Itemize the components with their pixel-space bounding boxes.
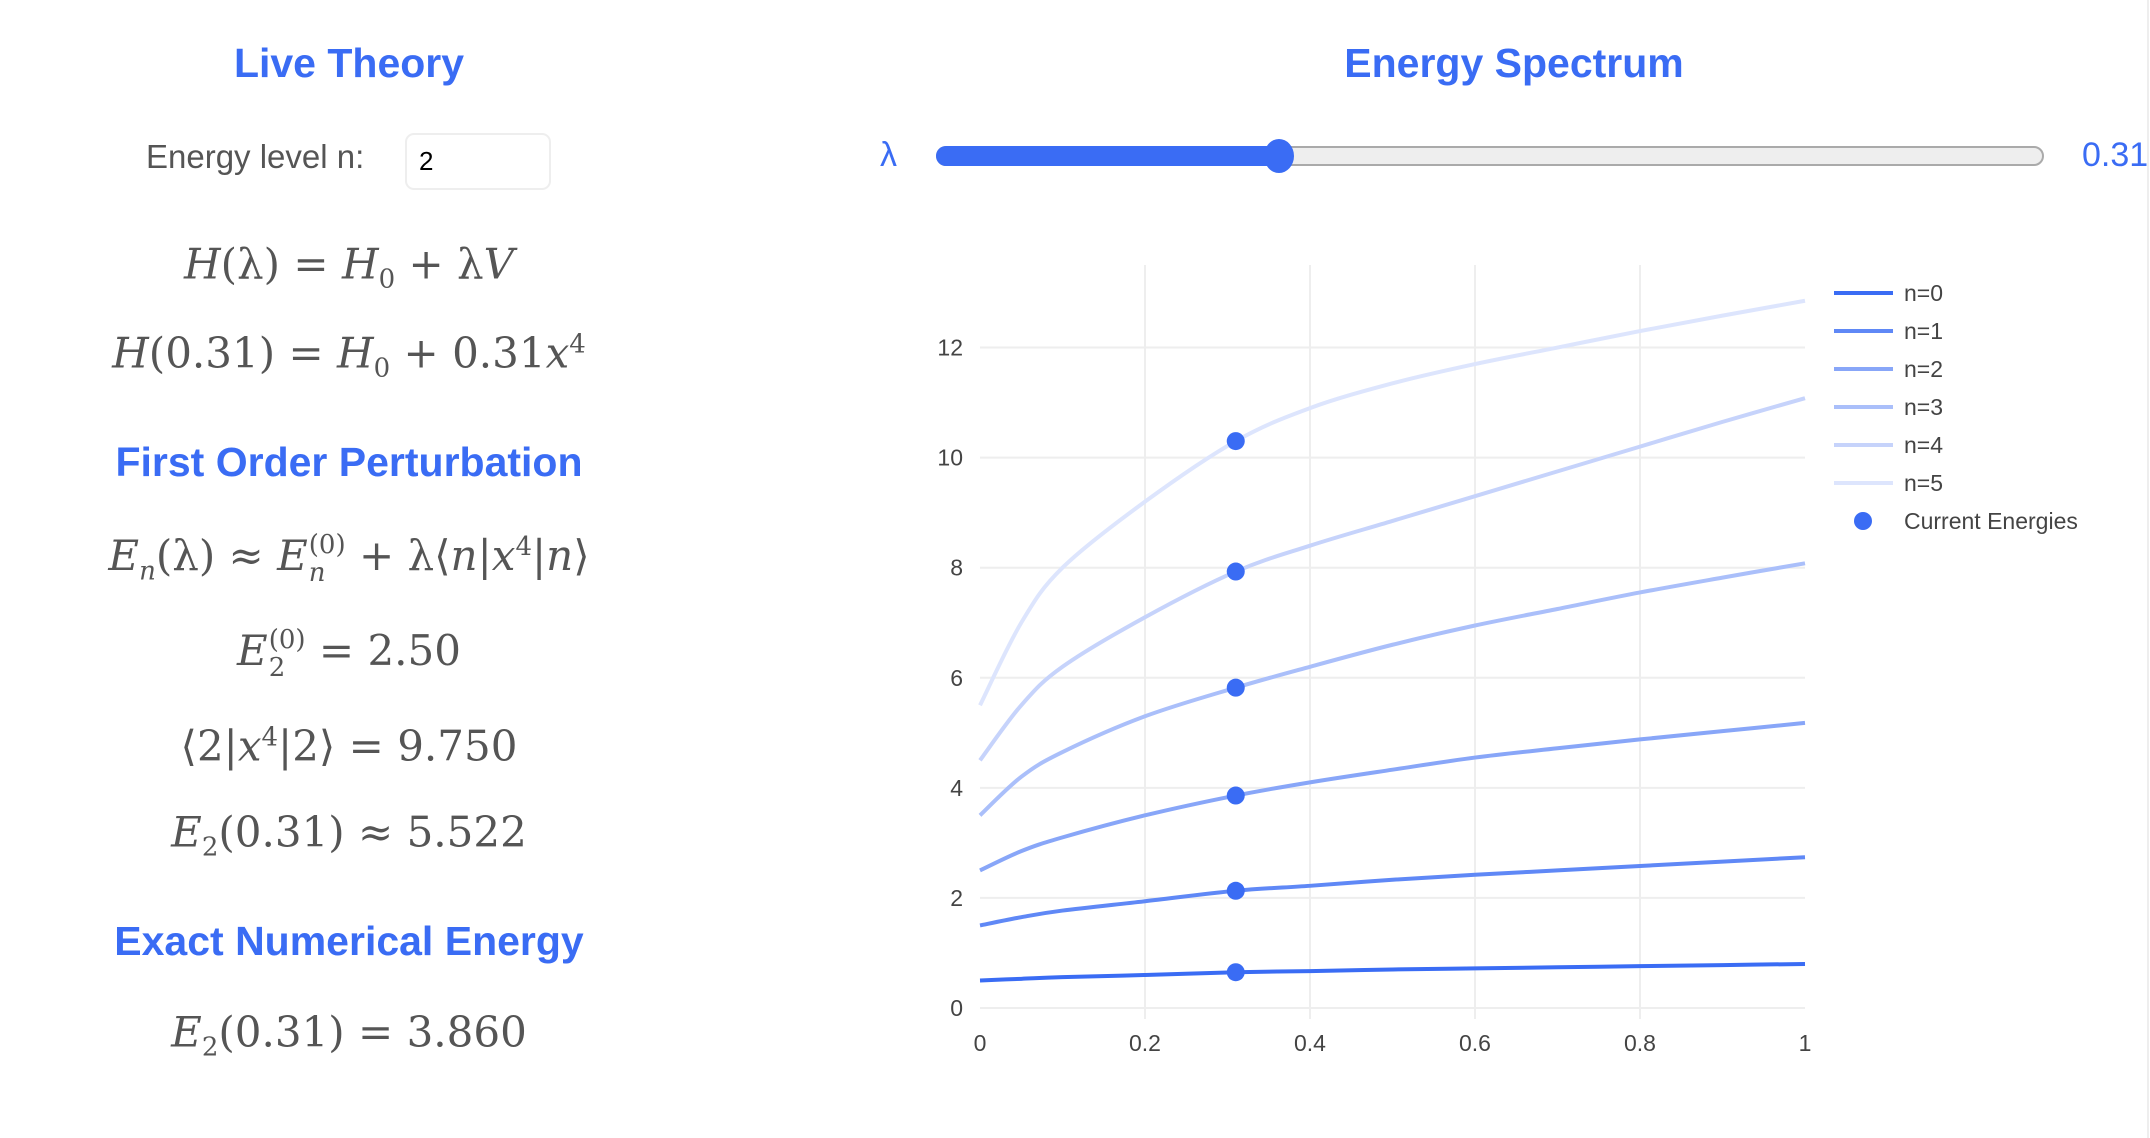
current-energy-marker xyxy=(1226,678,1245,697)
energy-spectrum-title: Energy Spectrum xyxy=(1344,40,1684,86)
legend-marker xyxy=(1854,512,1872,530)
series-line-n-3 xyxy=(978,561,1806,817)
y-tick-label: 4 xyxy=(950,775,963,801)
x-tick-label: 0.4 xyxy=(1294,1030,1326,1056)
first-order-formula: En(λ) ≈ E (0) n + λ⟨n|x4|n⟩ xyxy=(108,530,590,588)
legend-label: n=1 xyxy=(1904,318,1943,344)
slider-thumb[interactable] xyxy=(1264,139,1295,173)
exact-energy-title: Exact Numerical Energy xyxy=(114,918,584,964)
legend-label: n=3 xyxy=(1904,394,1943,420)
matrix-element-formula: ⟨2|x4|2⟩ = 9.750 xyxy=(180,721,518,771)
legend-label: n=2 xyxy=(1904,356,1943,382)
panel-divider xyxy=(2147,0,2149,1138)
x-tick-label: 1 xyxy=(1799,1030,1812,1056)
y-tick-label: 10 xyxy=(937,445,963,471)
series-line-n-1 xyxy=(979,855,1806,928)
exact-energy-formula: E2(0.31) = 3.860 xyxy=(171,1007,527,1063)
current-energy-marker xyxy=(1226,963,1245,982)
lambda-slider-label: λ xyxy=(880,136,897,174)
x-tick-label: 0.6 xyxy=(1459,1030,1491,1056)
hamiltonian-numeric-formula: H(0.31) = H0 + 0.31x4 xyxy=(112,328,586,384)
unperturbed-energy-formula: E (0) 2 = 2.50 xyxy=(237,625,461,683)
y-tick-label: 2 xyxy=(950,885,963,911)
x-tick-label: 0.8 xyxy=(1624,1030,1656,1056)
energy-level-input[interactable] xyxy=(405,133,551,190)
hamiltonian-formula: H(λ) = H0 + λV xyxy=(184,239,514,295)
lambda-slider[interactable] xyxy=(936,139,2044,173)
y-tick-label: 0 xyxy=(950,995,963,1021)
series-line-n-4 xyxy=(978,396,1806,762)
energy-level-label: Energy level n: xyxy=(146,138,365,175)
legend-label: Current Energies xyxy=(1904,508,2078,534)
legend-label: n=4 xyxy=(1904,432,1943,458)
first-order-title: First Order Perturbation xyxy=(115,439,583,485)
current-energy-marker xyxy=(1226,562,1245,581)
slider-fill xyxy=(936,146,1280,166)
x-tick-label: 0 xyxy=(974,1030,987,1056)
series-line-n-2 xyxy=(979,720,1806,873)
series-line-n-5 xyxy=(978,298,1806,707)
current-energy-marker xyxy=(1226,432,1245,451)
live-theory-title: Live Theory xyxy=(233,40,465,86)
approx-energy-formula: E2(0.31) ≈ 5.522 xyxy=(171,807,527,863)
current-energy-marker xyxy=(1226,881,1245,900)
y-tick-label: 6 xyxy=(950,665,963,691)
legend-label: n=0 xyxy=(1904,280,1943,306)
y-tick-label: 12 xyxy=(937,335,963,361)
legend-label: n=5 xyxy=(1904,470,1943,496)
current-energy-marker xyxy=(1226,786,1245,805)
y-tick-label: 8 xyxy=(950,555,963,581)
lambda-value: 0.31 xyxy=(2082,136,2149,174)
series-line-n-0 xyxy=(979,961,1806,983)
x-tick-label: 0.2 xyxy=(1129,1030,1161,1056)
